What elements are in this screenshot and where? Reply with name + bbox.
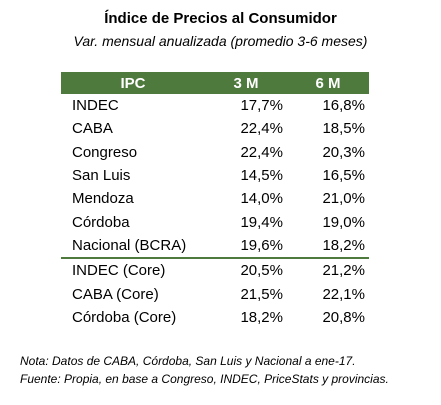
row-value-3m: 19,4%: [240, 213, 283, 231]
row-name: Mendoza: [72, 190, 134, 208]
source-text: Fuente: Propia, en base a Congreso, INDE…: [20, 372, 389, 386]
row-name: CABA (Core): [72, 285, 159, 303]
row-value-6m: 21,2%: [287, 257, 369, 283]
table-title: Índice de Precios al Consumidor: [104, 10, 337, 27]
row-value-6m: 21,0%: [322, 190, 365, 208]
row-value-3m: 14,0%: [240, 190, 283, 208]
header-ipc: IPC: [61, 72, 205, 94]
ipc-table: IPC 3 M 6 M INDEC 17,7% 16,8% CABA 22,4%…: [61, 72, 369, 329]
footnotes: Nota: Datos de CABA, Córdoba, San Luis y…: [20, 352, 435, 388]
row-value-6m: 16,8%: [322, 97, 365, 115]
row-value-3m: 20,5%: [205, 257, 287, 283]
row-name: Congreso: [72, 143, 138, 161]
row-name: Córdoba: [72, 213, 130, 231]
table-row-core: Córdoba (Core) 18,2% 20,8%: [61, 306, 369, 329]
table-row: Nacional (BCRA) 19,6% 18,2%: [61, 234, 369, 258]
table-row: San Luis 14,5% 16,5%: [61, 164, 369, 187]
row-value-6m: 22,1%: [322, 285, 365, 303]
row-value-3m: 19,6%: [240, 236, 283, 254]
table-header-row: IPC 3 M 6 M: [61, 72, 369, 94]
table-subtitle: Var. mensual anualizada (promedio 3-6 me…: [73, 33, 368, 49]
row-value-6m: 20,3%: [322, 143, 365, 161]
row-value-3m: 22,4%: [240, 143, 283, 161]
row-name: INDEC: [72, 97, 119, 115]
row-value-3m: 22,4%: [240, 120, 283, 138]
table-row: Mendoza 14,0% 21,0%: [61, 187, 369, 210]
row-value-6m: 16,5%: [322, 167, 365, 185]
table-row-core: CABA (Core) 21,5% 22,1%: [61, 282, 369, 305]
row-name: San Luis: [72, 167, 131, 185]
header-3m: 3 M: [205, 72, 287, 94]
row-value-3m: 17,7%: [240, 97, 283, 115]
row-name: CABA: [72, 120, 113, 138]
table-row: Congreso 22,4% 20,3%: [61, 141, 369, 164]
row-value-6m: 18,2%: [322, 236, 365, 254]
row-value-6m: 18,5%: [322, 120, 365, 138]
row-name: Nacional (BCRA): [72, 236, 187, 254]
note-text: Nota: Datos de CABA, Córdoba, San Luis y…: [20, 354, 356, 368]
header-6m: 6 M: [287, 72, 369, 94]
row-value-6m: 19,0%: [322, 213, 365, 231]
row-value-3m: 18,2%: [240, 308, 283, 326]
row-name: Córdoba (Core): [72, 308, 177, 326]
row-value-6m: 20,8%: [322, 308, 365, 326]
table-row: Córdoba 19,4% 19,0%: [61, 210, 369, 233]
row-name: INDEC (Core): [61, 257, 205, 283]
table-row: CABA 22,4% 18,5%: [61, 117, 369, 140]
table-row-core: INDEC (Core) 20,5% 21,2%: [61, 257, 369, 283]
table-row: INDEC 17,7% 16,8%: [61, 94, 369, 117]
row-value-3m: 21,5%: [240, 285, 283, 303]
row-value-3m: 14,5%: [240, 167, 283, 185]
